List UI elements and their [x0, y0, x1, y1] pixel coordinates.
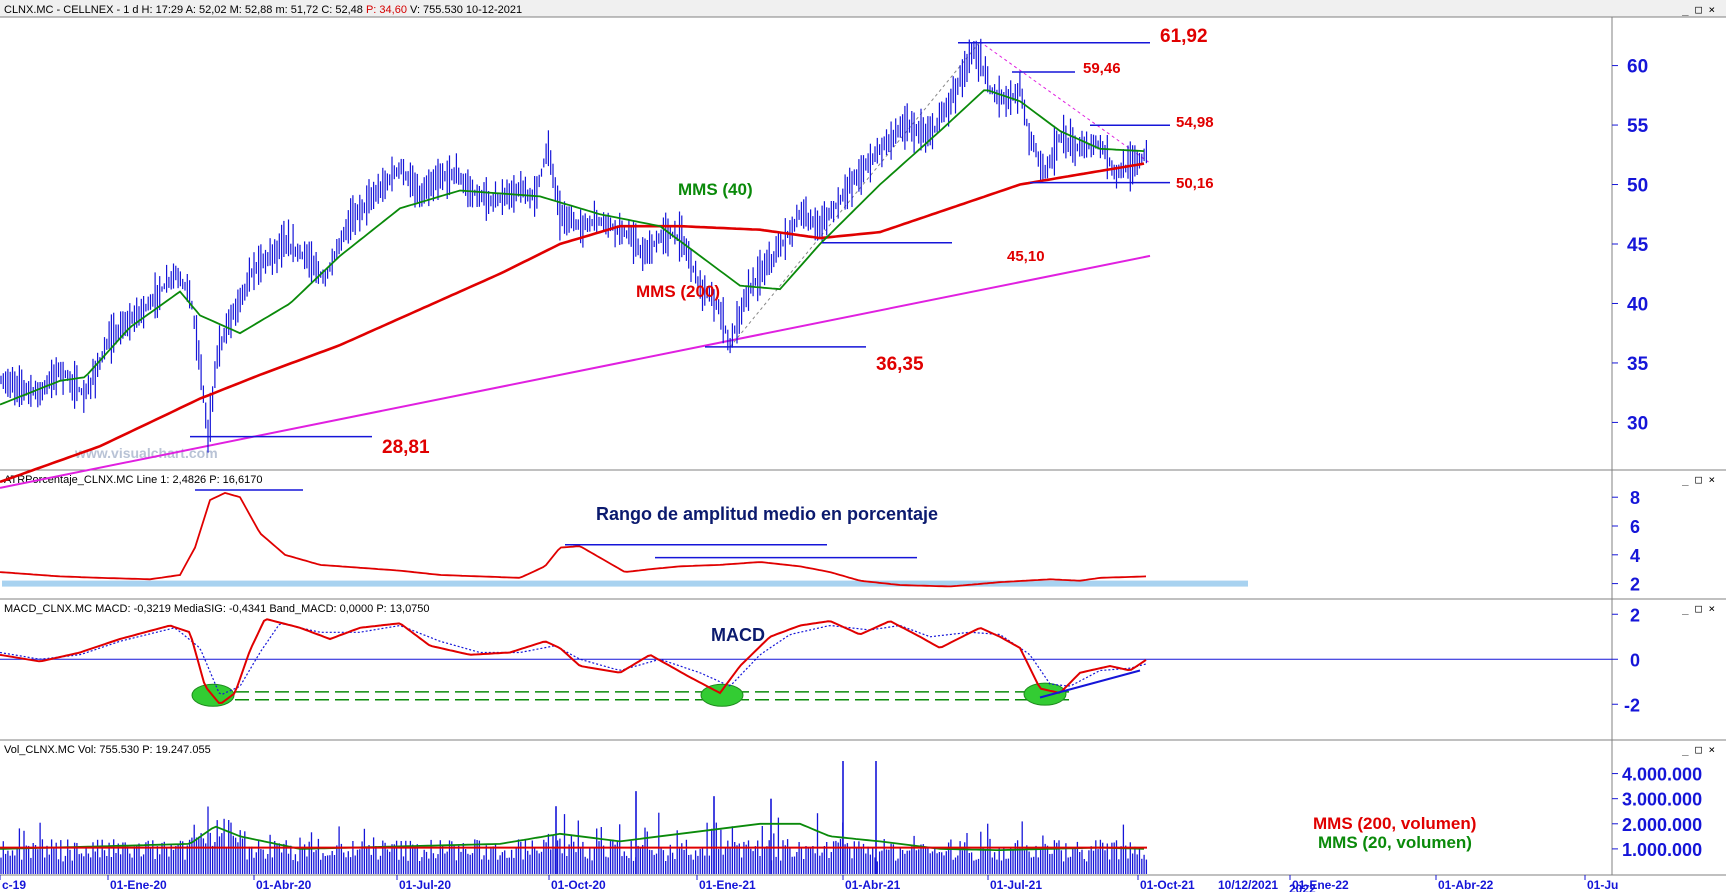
- price-panel: 28,81 36,35 45,10 50,16 54,98 59,46 61,92 MMS (…: [0, 26, 1214, 489]
- current-date-label: 10/12/2021: [1218, 878, 1278, 892]
- date-label: 01-Ju: [1587, 878, 1618, 892]
- date-label: 01-Jul-21: [990, 878, 1042, 892]
- macd-panel-title: MACD_CLNX.MC MACD: -0,3219 MediaSIG: -0,…: [4, 603, 430, 615]
- date-label: 01-Ene-22: [1292, 878, 1349, 892]
- atr-panel: Rango de amplitud medio en porcentaje: [0, 489, 1248, 588]
- level-label: 59,46: [1083, 60, 1121, 77]
- year-marker: 2022: [1289, 882, 1316, 892]
- volume-axis-label: 4.000.000: [1622, 765, 1702, 785]
- mms40-line: [0, 89, 1145, 406]
- atr-axis-label: 6: [1630, 517, 1640, 537]
- date-label: 01-Ene-21: [699, 878, 756, 892]
- downtrend-dashed-line: [979, 41, 1151, 164]
- macd-signal-line: [0, 623, 1147, 696]
- window-controls[interactable]: _ □ ×: [1682, 3, 1715, 16]
- volume-mms20-line: [0, 822, 1145, 851]
- date-label: 01-Jul-20: [399, 878, 451, 892]
- atr-axis-label: 4: [1630, 546, 1640, 566]
- price-axis-label: 55: [1627, 116, 1649, 137]
- macd-low-marker: [700, 683, 744, 707]
- atr-panel-title: ATRPorcentaje_CLNX.MC Line 1: 2,4826 P: …: [4, 474, 262, 486]
- price-axis-label: 45: [1627, 235, 1649, 256]
- atr-band: [2, 580, 1248, 587]
- price-bars: [0, 38, 1148, 453]
- date-label: 01-Abr-20: [256, 878, 312, 892]
- date-label: 01-Ene-20: [110, 878, 167, 892]
- support-trendline: [0, 254, 1151, 489]
- atr-line: [0, 491, 1147, 588]
- macd-axis-label: 0: [1630, 650, 1640, 670]
- macd-line: [0, 618, 1147, 705]
- axes: 30 35 40 45 50 55 60 2 4 6 8 2 0 -2 1.000.000 2.000.000…: [0, 57, 1702, 892]
- macd-annotation: MACD: [711, 625, 765, 645]
- macd-panel: MACD: [0, 618, 1612, 707]
- price-panel-title: CLNX.MC - CELLNEX - 1 d H: 17:29 A: 52,0…: [4, 4, 522, 16]
- macd-window-controls[interactable]: _ □ ×: [1682, 602, 1715, 615]
- atr-axis-label: 2: [1630, 575, 1640, 595]
- level-label: 45,10: [1007, 248, 1045, 265]
- volume-bars: [0, 761, 1148, 874]
- macd-axis-label: 2: [1630, 605, 1640, 625]
- volume-window-controls[interactable]: _ □ ×: [1682, 743, 1715, 756]
- atr-window-controls[interactable]: _ □ ×: [1682, 473, 1715, 486]
- level-label: 36,35: [876, 354, 924, 375]
- volume-mms200-label: MMS (200, volumen): [1313, 814, 1476, 833]
- volume-mms20-label: MMS (20, volumen): [1318, 833, 1472, 852]
- atr-annotation: Rango de amplitud medio en porcentaje: [596, 504, 938, 524]
- volume-panel: MMS (200, volumen)MMS (20, volumen): [0, 761, 1476, 874]
- volume-axis-label: 1.000.000: [1622, 840, 1702, 860]
- watermark: www.visualchart.com: [74, 445, 218, 461]
- macd-axis-label: -2: [1624, 695, 1640, 715]
- date-label: 01-Abr-21: [845, 878, 901, 892]
- mms40-annotation: MMS (40): [678, 180, 753, 199]
- date-label: c-19: [2, 878, 26, 892]
- macd-low-marker: [1023, 682, 1067, 706]
- price-axis-label: 30: [1627, 413, 1648, 434]
- mms200-line: [0, 162, 1145, 484]
- price-axis-label: 40: [1627, 294, 1648, 315]
- volume-panel-title: Vol_CLNX.MC Vol: 755.530 P: 19.247.055: [4, 744, 211, 756]
- date-label: 01-Abr-22: [1438, 878, 1494, 892]
- level-label: 28,81: [382, 437, 430, 458]
- macd-divergence-line: [1039, 669, 1141, 699]
- price-axis-label: 35: [1627, 354, 1649, 375]
- date-label: 01-Oct-21: [1140, 878, 1195, 892]
- level-label: 54,98: [1176, 114, 1214, 131]
- price-axis-label: 50: [1627, 176, 1648, 197]
- date-label: 01-Oct-20: [551, 878, 606, 892]
- price-axis-label: 60: [1627, 57, 1648, 78]
- volume-axis-label: 3.000.000: [1622, 790, 1702, 810]
- atr-axis-label: 8: [1630, 488, 1640, 508]
- level-label: 61,92: [1160, 26, 1208, 47]
- level-label: 50,16: [1176, 175, 1214, 192]
- volume-axis-label: 2.000.000: [1622, 815, 1702, 835]
- mms200-annotation: MMS (200): [636, 282, 720, 301]
